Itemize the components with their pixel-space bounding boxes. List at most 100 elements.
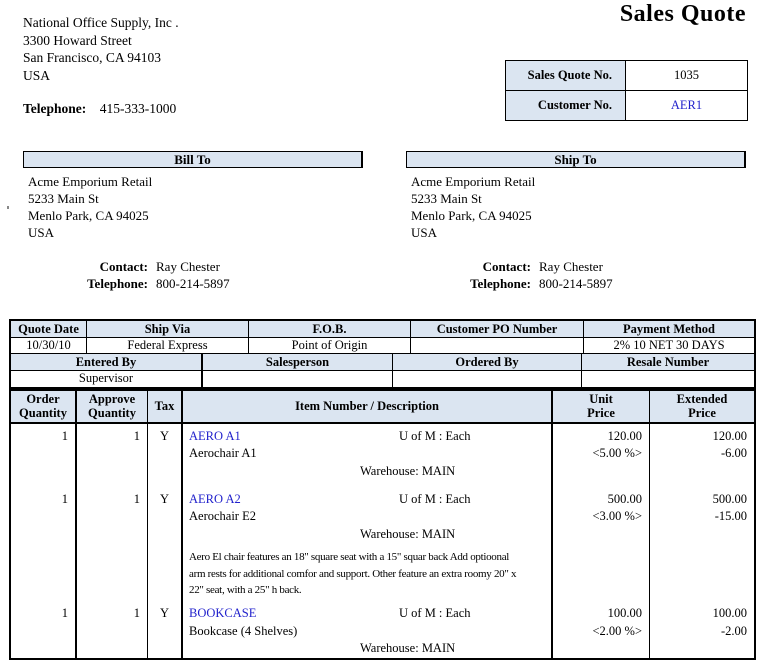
quote-date-header: Quote Date xyxy=(11,321,87,337)
unit-of-measure: U of M : Each xyxy=(399,428,471,443)
unit-discount: <3.00 %> xyxy=(592,509,642,524)
extended-discount: -15.00 xyxy=(714,509,747,524)
bill-to-phone-label: Telephone: xyxy=(87,276,148,291)
quote-info-table: Sales Quote No. 1035 Customer No. AER1 xyxy=(505,60,748,121)
item-row-aero-a1: 1 1 Y AERO A1 U of M : Each Aerochair A1… xyxy=(11,423,754,487)
ship-to-line: Acme Emporium Retail xyxy=(411,174,536,189)
approve-qty-cell: 1 xyxy=(77,601,148,658)
ship-to-block: Acme Emporium Retail 5233 Main St Menlo … xyxy=(411,173,613,292)
extended-price-cell: 500.00 -15.00 xyxy=(650,487,754,602)
customer-po-value xyxy=(411,338,584,353)
item-name: Bookcase (4 Shelves) xyxy=(189,623,298,638)
line-items-header-row: Order Quantity Approve Quantity Tax Item… xyxy=(11,391,754,424)
ship-to-header: Ship To xyxy=(406,151,746,168)
item-name: Aerochair A1 xyxy=(189,446,257,461)
company-phone-value: 415-333-1000 xyxy=(99,101,177,116)
unit-discount: <5.00 %> xyxy=(592,446,642,461)
unit-price: 500.00 xyxy=(607,491,642,506)
sales-quote-no-label: Sales Quote No. xyxy=(506,61,626,90)
details-value-row-2: Supervisor xyxy=(11,371,754,387)
item-name: Aerochair E2 xyxy=(189,509,256,524)
tax-cell: Y xyxy=(148,601,183,658)
bill-to-contact-row: Contact: Ray Chester xyxy=(28,258,230,275)
bill-to-phone-row: Telephone: 800-214-5897 xyxy=(28,275,230,292)
description-cell: AERO A2 U of M : Each Aerochair E2 Wareh… xyxy=(183,486,553,602)
line-items-table: Order Quantity Approve Quantity Tax Item… xyxy=(9,389,756,660)
item-code-line: BOOKCASE U of M : Each xyxy=(183,605,551,623)
item-row-aero-a2: 1 1 Y AERO A2 U of M : Each Aerochair E2… xyxy=(11,486,754,602)
ship-to-contact-label: Contact: xyxy=(482,259,531,274)
quote-date-value: 10/30/10 xyxy=(11,338,87,353)
extended-discount: -6.00 xyxy=(720,446,747,461)
tax-header: Tax xyxy=(148,391,183,422)
item-code-link[interactable]: BOOKCASE xyxy=(189,606,257,621)
fob-value: Point of Origin xyxy=(249,338,411,353)
company-country: USA xyxy=(23,67,51,83)
warehouse-line: Warehouse: MAIN xyxy=(360,463,456,478)
unit-of-measure: U of M : Each xyxy=(399,606,471,621)
item-comment: Aero El chair features an 18" square sea… xyxy=(189,551,517,597)
item-code-link[interactable]: AERO A2 xyxy=(189,491,241,506)
customer-no-label: Customer No. xyxy=(506,91,626,120)
bill-to-contact-value: Ray Chester xyxy=(156,259,220,274)
approve-qty-cell: 1 xyxy=(77,486,148,602)
extended-discount: -2.00 xyxy=(720,623,747,638)
approve-quantity-header: Approve Quantity xyxy=(77,391,148,422)
unit-price-cell: 120.00 <5.00 %> xyxy=(553,423,650,487)
company-address-line1: 3300 Howard Street xyxy=(23,32,132,48)
quote-details-table: Quote Date Ship Via F.O.B. Customer PO N… xyxy=(9,319,756,389)
bill-to-line: Menlo Park, CA 94025 xyxy=(28,208,149,223)
resale-number-header: Resale Number xyxy=(626,355,710,369)
unit-price-header: Unit Price xyxy=(553,391,650,422)
payment-method-header: Payment Method xyxy=(623,322,715,336)
ship-to-contact-grid: Contact: Ray Chester Telephone: 800-214-… xyxy=(411,258,613,292)
warehouse-line: Warehouse: MAIN xyxy=(360,641,456,656)
tax-cell: Y xyxy=(148,486,183,602)
ship-via-value: Federal Express xyxy=(87,338,249,353)
order-qty-cell: 1 xyxy=(11,601,77,658)
entered-by-header: Entered By xyxy=(11,354,203,370)
bill-to-header: Bill To xyxy=(23,151,363,168)
extended-price: 100.00 xyxy=(712,606,747,621)
customer-number-row: Customer No. AER1 xyxy=(506,90,747,120)
unit-price: 100.00 xyxy=(607,606,642,621)
stray-mark xyxy=(7,206,9,209)
order-quantity-header: Order Quantity xyxy=(11,391,77,422)
ship-to-line: USA xyxy=(411,225,438,240)
payment-method-value: 2% 10 NET 30 DAYS xyxy=(613,338,725,352)
quote-number-row: Sales Quote No. 1035 xyxy=(506,61,747,90)
extended-price-header: Extended Price xyxy=(676,392,728,421)
description-cell: BOOKCASE U of M : Each Bookcase (4 Shelv… xyxy=(183,601,553,658)
extended-price-cell: 100.00 -2.00 xyxy=(650,601,754,658)
customer-no-link[interactable]: AER1 xyxy=(670,98,703,112)
salesperson-header: Salesperson xyxy=(203,354,393,370)
details-header-row-2: Entered By Salesperson Ordered By Resale… xyxy=(11,354,754,371)
ordered-by-value xyxy=(393,371,582,387)
unit-price-cell: 500.00 <3.00 %> xyxy=(553,486,650,602)
order-qty-cell: 1 xyxy=(11,486,77,602)
bill-to-contact-grid: Contact: Ray Chester Telephone: 800-214-… xyxy=(28,258,230,292)
item-code-link[interactable]: AERO A1 xyxy=(189,428,241,443)
company-name: National Office Supply, Inc . xyxy=(23,15,179,30)
details-value-row-1: 10/30/10 Federal Express Point of Origin… xyxy=(11,338,754,354)
details-header-row-1: Quote Date Ship Via F.O.B. Customer PO N… xyxy=(11,321,754,338)
warehouse-line: Warehouse: MAIN xyxy=(360,526,456,541)
customer-po-header: Customer PO Number xyxy=(411,321,584,337)
company-phone-label: Telephone: xyxy=(23,101,87,116)
bill-to-line: USA xyxy=(28,225,55,240)
unit-discount: <2.00 %> xyxy=(592,623,642,638)
salesperson-value xyxy=(203,371,393,387)
approve-qty-cell: 1 xyxy=(77,423,148,487)
item-code-line: AERO A2 U of M : Each xyxy=(183,491,551,509)
ship-to-phone-label: Telephone: xyxy=(470,276,531,291)
ship-to-line: Menlo Park, CA 94025 xyxy=(411,208,532,223)
order-qty-cell: 1 xyxy=(11,423,77,487)
entered-by-value: Supervisor xyxy=(11,371,203,387)
page-title: Sales Quote xyxy=(619,1,746,27)
bill-to-line: Acme Emporium Retail xyxy=(28,174,153,189)
item-code-line: AERO A1 U of M : Each xyxy=(183,428,551,446)
extended-price: 120.00 xyxy=(712,428,747,443)
item-description-header: Item Number / Description xyxy=(183,391,553,422)
fob-header: F.O.B. xyxy=(249,321,411,337)
tax-cell: Y xyxy=(148,423,183,487)
